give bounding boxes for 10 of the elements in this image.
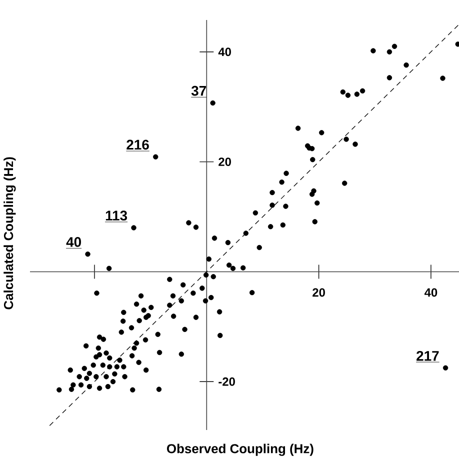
y-tick-label: 40 xyxy=(218,48,231,56)
annotation: 216 xyxy=(126,140,149,150)
annotation: 113 xyxy=(106,210,128,221)
annotation: 37 xyxy=(191,86,206,96)
annotation: 217 xyxy=(416,350,439,361)
x-axis-title: Observed Coupling (Hz) xyxy=(166,444,314,456)
y-tick-label: 20 xyxy=(218,158,231,166)
y-axis-title: Calculated Coupling (Hz) xyxy=(4,157,16,310)
annotation: 40 xyxy=(66,237,81,247)
y-tick-label: -20 xyxy=(218,377,235,386)
